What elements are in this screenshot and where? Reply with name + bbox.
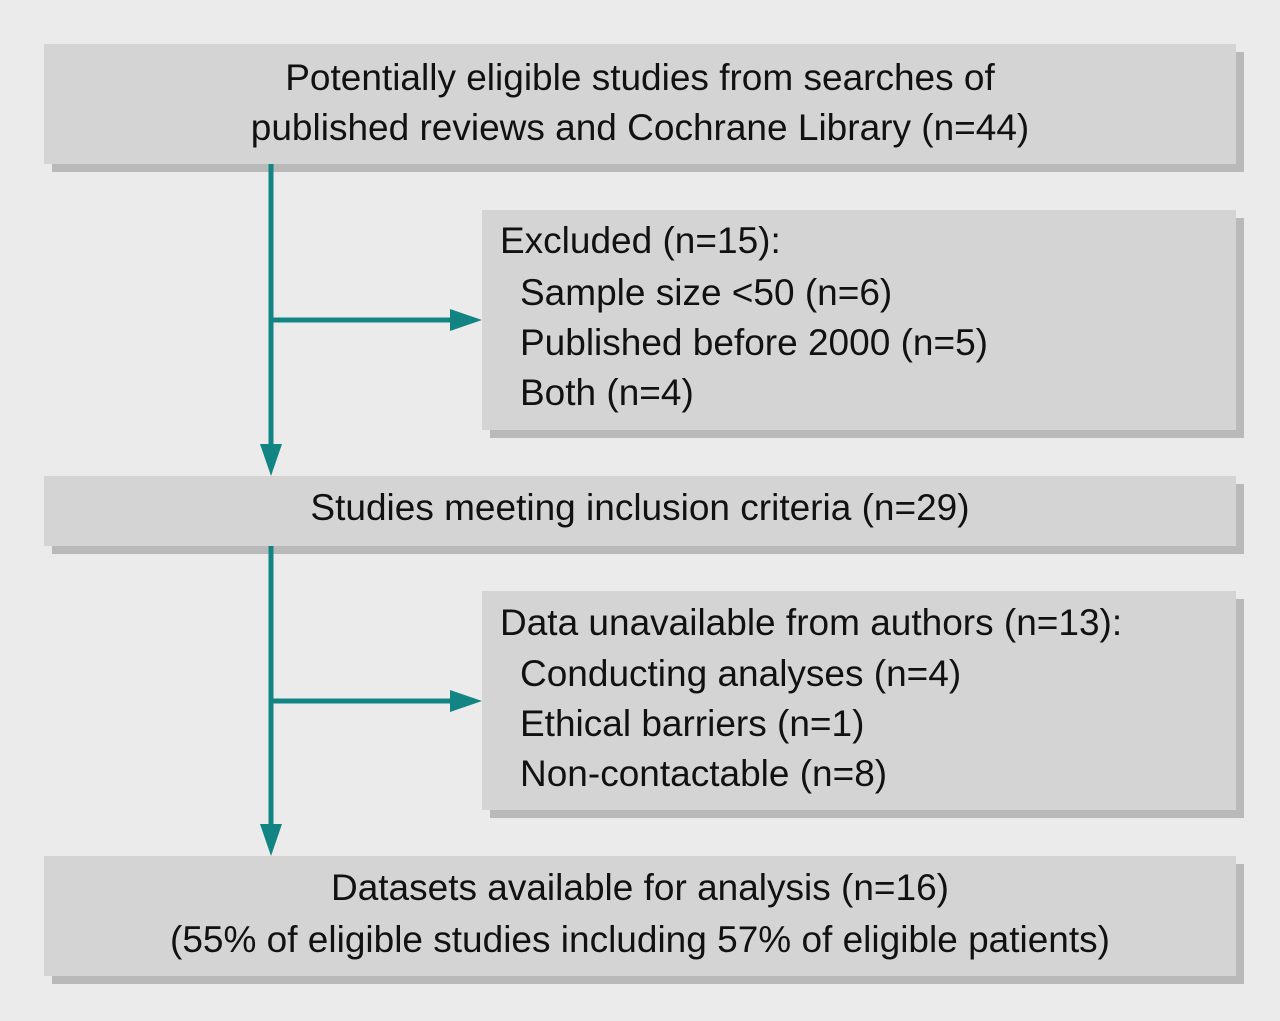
box [482, 210, 1236, 430]
node-heading: Data unavailable from authors (n=13): [500, 602, 1122, 643]
node-heading: Excluded (n=15): [500, 220, 781, 261]
node-item: Conducting analyses (n=4) [520, 653, 961, 694]
node-text: (55% of eligible studies including 57% o… [170, 919, 1110, 960]
node-item: Sample size <50 (n=6) [520, 272, 892, 313]
node-text: Potentially eligible studies from search… [285, 57, 995, 98]
arrowhead [260, 824, 282, 856]
node-text: Studies meeting inclusion criteria (n=29… [310, 487, 969, 528]
arrowhead [450, 309, 482, 331]
box [482, 591, 1236, 810]
arrowhead [260, 444, 282, 476]
node-item: Both (n=4) [520, 372, 694, 413]
node-text: Datasets available for analysis (n=16) [331, 867, 949, 908]
box [44, 476, 1236, 546]
box [44, 856, 1236, 976]
node-item: Ethical barriers (n=1) [520, 703, 864, 744]
arrowhead [450, 690, 482, 712]
box [44, 44, 1236, 164]
node-text: published reviews and Cochrane Library (… [251, 107, 1029, 148]
node-item: Published before 2000 (n=5) [520, 322, 988, 363]
node-item: Non-contactable (n=8) [520, 753, 887, 794]
